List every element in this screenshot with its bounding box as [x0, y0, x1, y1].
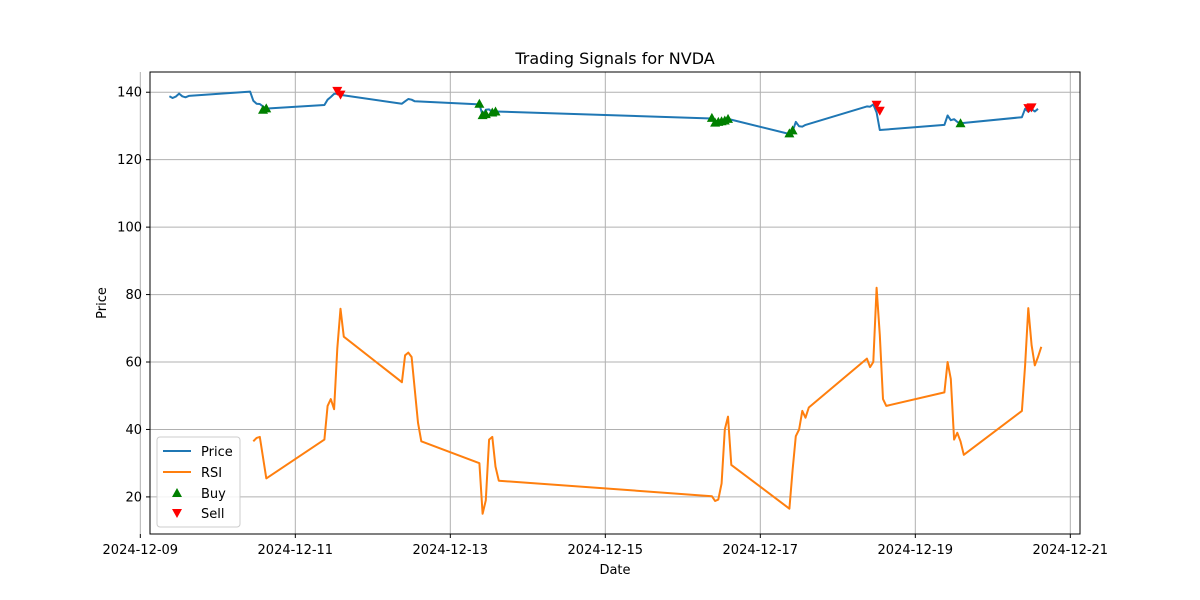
- x-tick-label: 2024-12-11: [258, 543, 334, 558]
- y-axis-ticks: 20 40 60 80 100 120 140: [117, 86, 150, 505]
- legend-buy-label: Buy: [201, 487, 226, 502]
- x-tick-label: 2024-12-17: [723, 543, 799, 558]
- buy-signal-marker: [955, 118, 966, 128]
- legend-sell-marker: [172, 509, 182, 518]
- buy-signal-marker: [474, 98, 485, 108]
- chart-title: Trading Signals for NVDA: [514, 49, 714, 68]
- y-tick-label: 100: [117, 221, 142, 236]
- legend-sell-label: Sell: [201, 507, 224, 522]
- x-tick-label: 2024-12-21: [1033, 543, 1109, 558]
- buy-signal-marker: [490, 106, 501, 116]
- sell-signal-marker: [335, 90, 346, 100]
- legend-box: [156, 436, 241, 528]
- y-tick-label: 80: [125, 288, 142, 303]
- legend-price-label: Price: [201, 445, 233, 460]
- y-tick-label: 60: [125, 356, 142, 371]
- price-series-line: [168, 90, 1039, 135]
- sell-signal-marker: [874, 106, 885, 116]
- grid-lines: [139, 72, 1080, 534]
- y-tick-label: 140: [117, 86, 142, 101]
- y-tick-label: 120: [117, 153, 142, 168]
- buy-signal-marker: [261, 103, 272, 113]
- x-tick-label: 2024-12-19: [878, 543, 954, 558]
- sell-signal-marker: [871, 100, 882, 110]
- buy-signal-marker: [787, 125, 798, 135]
- legend: Price RSI Buy Sell: [156, 436, 241, 528]
- x-axis-label: Date: [599, 563, 630, 578]
- x-axis-ticks: 2024-12-09 2024-12-11 2024-12-13 2024-12-15…: [103, 534, 1109, 558]
- buy-signal-marker: [723, 113, 734, 123]
- x-tick-label: 2024-12-09: [103, 543, 179, 558]
- legend-rsi-label: RSI: [201, 466, 222, 481]
- plot-frame: [149, 71, 1081, 535]
- x-tick-label: 2024-12-13: [413, 543, 489, 558]
- y-tick-label: 20: [125, 490, 142, 505]
- signal-markers: [258, 86, 1037, 138]
- y-tick-label: 40: [125, 423, 142, 438]
- sell-signal-marker: [1026, 103, 1037, 113]
- x-tick-label: 2024-12-15: [568, 543, 644, 558]
- rsi-series-line: [252, 286, 1043, 515]
- legend-buy-marker: [172, 488, 182, 497]
- y-axis-label: Price: [95, 287, 110, 319]
